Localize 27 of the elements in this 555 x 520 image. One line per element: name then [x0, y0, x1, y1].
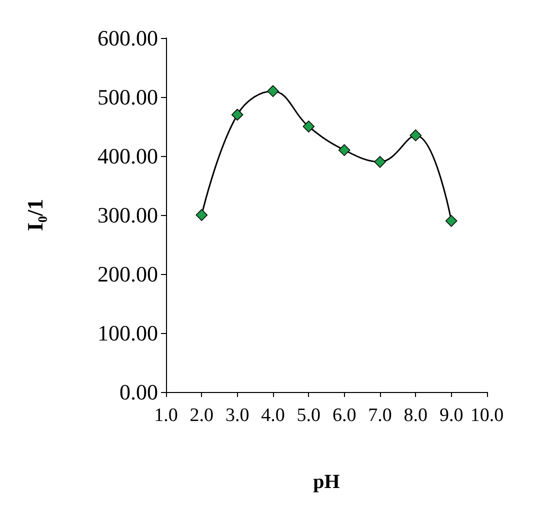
point	[410, 129, 422, 142]
x-axis-title: pH	[313, 471, 340, 493]
point	[374, 156, 386, 168]
x-tick-label: 4.0	[261, 405, 285, 426]
x-tick-label: 9.0	[439, 405, 464, 426]
x-tick-label: 2.0	[190, 405, 214, 426]
point	[267, 85, 279, 97]
y-tick-label: 400.00	[98, 144, 158, 168]
point	[302, 120, 315, 132]
y-tick-label: 300.00	[98, 202, 158, 228]
point	[445, 215, 458, 227]
y-axis-title: I₀/1	[22, 198, 48, 232]
x-tick-label: 8.0	[404, 405, 428, 426]
point	[231, 108, 244, 121]
y-tick-label: 100.00	[98, 320, 158, 346]
y-tick-label: 500.00	[98, 84, 158, 110]
x-tick-label: 6.0	[332, 405, 356, 426]
y-tick-label: 200.00	[98, 262, 158, 286]
point	[196, 209, 208, 221]
x-tick-label: 5.0	[296, 405, 321, 426]
x-tick-label: 3.0	[225, 405, 250, 426]
x-tick-label: 10.0	[470, 405, 504, 426]
point	[338, 144, 350, 156]
y-tick-label: 0.00	[120, 380, 158, 404]
x-tick-label: 7.0	[368, 405, 392, 426]
y-tick-label: 600.00	[98, 26, 158, 50]
x-tick-label: 1.0	[154, 405, 178, 426]
